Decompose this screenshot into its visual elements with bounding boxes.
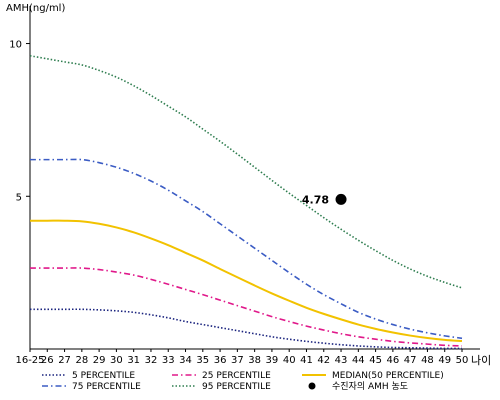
x-tick-label: 42 (317, 355, 330, 366)
x-tick-label: 27 (58, 355, 71, 366)
series-line-75-percentile (30, 158, 463, 340)
marker-value-label: 4.78 (302, 193, 329, 206)
marker-point (335, 193, 347, 205)
x-tick-label: 31 (127, 355, 140, 366)
patient-marker: 4.78 (302, 193, 347, 206)
x-tick-label: 16-25 (15, 355, 44, 366)
y-tick-label: 10 (9, 40, 22, 51)
y-ticks: 5 10 (9, 40, 30, 203)
x-tick-label: 38 (248, 355, 261, 366)
x-tick-label: 50 (456, 355, 469, 366)
x-tick-label: 36 (214, 355, 227, 366)
x-tick-label: 48 (421, 355, 434, 366)
x-axis-label: 나이 (471, 354, 491, 367)
x-tick-label: 35 (196, 355, 209, 366)
x-tick-label: 34 (179, 355, 192, 366)
series-line-95-percentile (29, 54, 463, 289)
x-tick-label: 40 (283, 355, 296, 366)
x-tick-label: 28 (75, 355, 88, 366)
x-tick-label: 43 (335, 355, 348, 366)
legend-label: 75 PERCENTILE (72, 382, 141, 392)
series-lines (29, 54, 463, 350)
x-tick-label: 37 (231, 355, 244, 366)
legend-marker-swatch (308, 382, 316, 390)
legend-label: MEDIAN(50 PERCENTILE) (332, 371, 444, 381)
x-tick-label: 47 (404, 355, 417, 366)
x-tick-label: 30 (110, 355, 123, 366)
y-tick-label: 5 (16, 192, 22, 203)
series-line-5-percentile (30, 308, 463, 350)
x-tick-label: 39 (266, 355, 279, 366)
x-tick-label: 32 (145, 355, 158, 366)
x-tick-label: 29 (93, 355, 106, 366)
legend-label: 25 PERCENTILE (202, 371, 271, 381)
legend-marker-label: 수진자의 AMH 농도 (332, 381, 408, 392)
x-tick-label: 26 (41, 355, 54, 366)
y-axis-label: AMH(ng/ml) (6, 3, 65, 14)
x-tick-label: 44 (352, 355, 365, 366)
x-tick-label: 46 (387, 355, 400, 366)
legend-label: 5 PERCENTILE (72, 371, 135, 381)
chart-axes: AMH(ng/ml) 나이 (6, 3, 491, 367)
x-tick-label: 49 (438, 355, 451, 366)
x-tick-label: 41 (300, 355, 313, 366)
x-tick-label: 45 (369, 355, 382, 366)
x-tick-label: 33 (162, 355, 175, 366)
series-line-25-percentile (29, 267, 463, 347)
legend-label: 95 PERCENTILE (202, 382, 271, 392)
series-line-median-50-percentile (30, 219, 463, 343)
